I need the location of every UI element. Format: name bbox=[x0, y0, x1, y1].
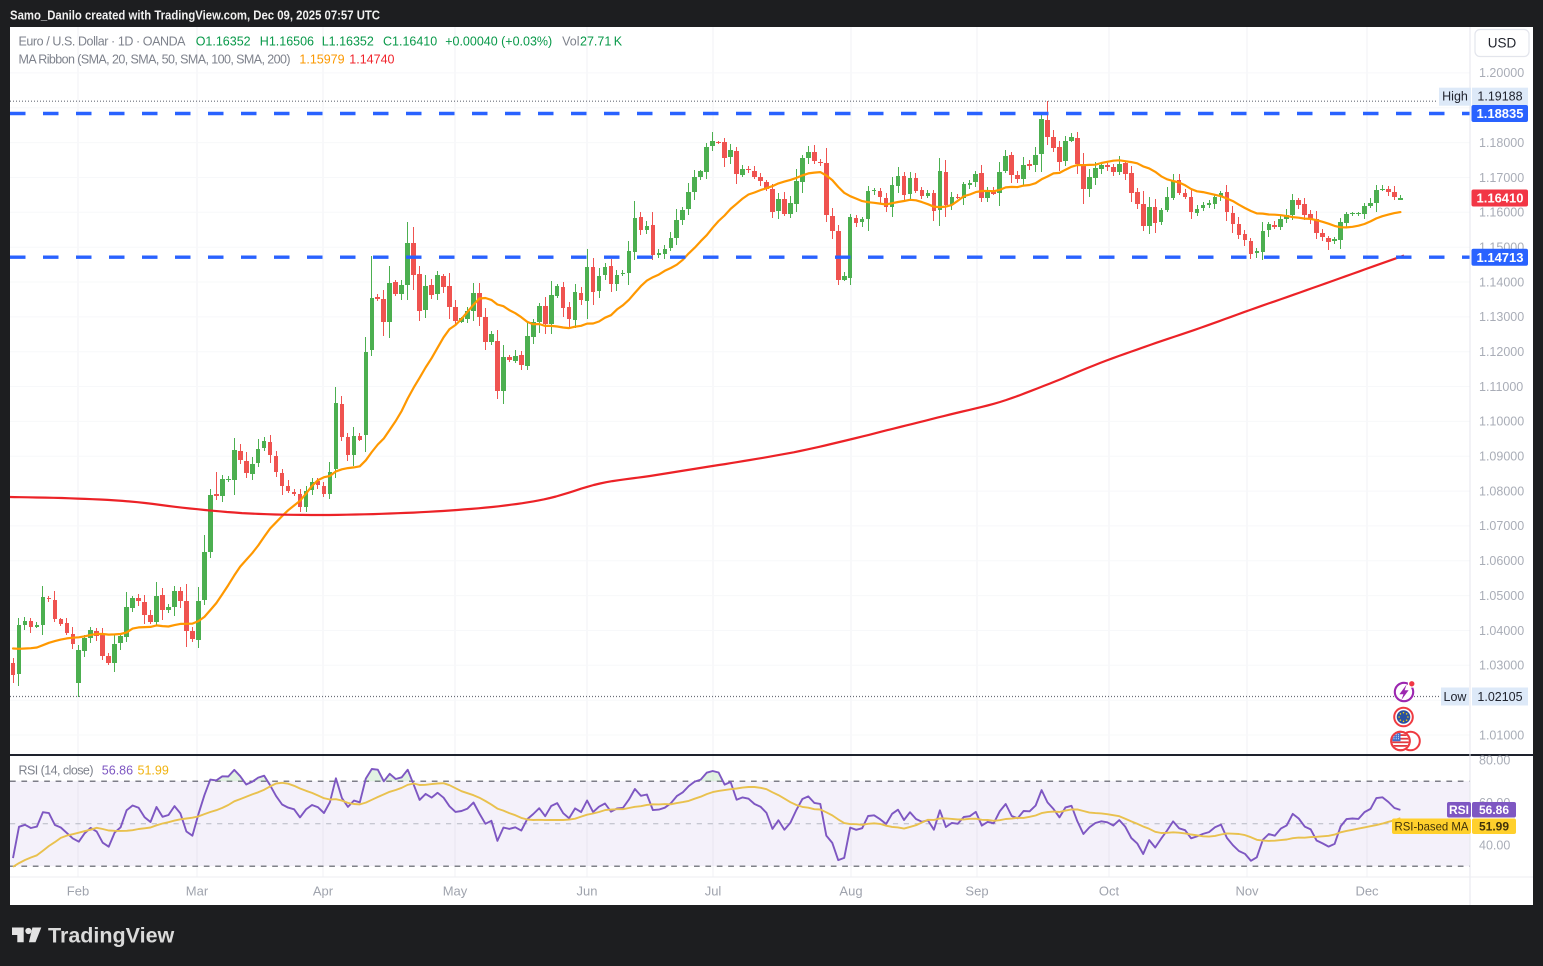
svg-text:1.03000: 1.03000 bbox=[1479, 659, 1524, 673]
svg-text:Dec: Dec bbox=[1355, 884, 1379, 899]
svg-text:Euro / U.S. Dollar · 1D · OAND: Euro / U.S. Dollar · 1D · OANDA bbox=[19, 35, 187, 49]
svg-text:Jun: Jun bbox=[577, 884, 598, 899]
svg-text:USD: USD bbox=[1488, 36, 1517, 51]
svg-text:May: May bbox=[443, 884, 468, 899]
svg-text:1.09000: 1.09000 bbox=[1479, 450, 1524, 464]
svg-text:Aug: Aug bbox=[839, 884, 862, 899]
svg-text:56.86: 56.86 bbox=[1479, 803, 1509, 817]
svg-text:1.07000: 1.07000 bbox=[1479, 519, 1524, 533]
svg-text:Apr: Apr bbox=[313, 884, 334, 899]
svg-text:56.86: 56.86 bbox=[102, 764, 133, 778]
svg-text:1.16000: 1.16000 bbox=[1479, 206, 1524, 220]
svg-text:+0.00040 (+0.03%): +0.00040 (+0.03%) bbox=[445, 35, 552, 49]
svg-text:Samo_Danilo created with Tradi: Samo_Danilo created with TradingView.com… bbox=[10, 8, 381, 23]
svg-text:27.71 K: 27.71 K bbox=[580, 35, 623, 49]
svg-text:1.14000: 1.14000 bbox=[1479, 275, 1524, 289]
svg-text:RSI: RSI bbox=[1449, 803, 1469, 817]
svg-text:1.13000: 1.13000 bbox=[1479, 310, 1524, 324]
svg-text:MA Ribbon (SMA, 20, SMA, 50, S: MA Ribbon (SMA, 20, SMA, 50, SMA, 100, S… bbox=[19, 53, 291, 67]
svg-text:1.16410: 1.16410 bbox=[1477, 191, 1524, 206]
svg-text:1.02105: 1.02105 bbox=[1477, 690, 1522, 704]
svg-text:C1.16410: C1.16410 bbox=[383, 35, 437, 49]
svg-text:H1.16506: H1.16506 bbox=[260, 35, 314, 49]
svg-text:1.19188: 1.19188 bbox=[1477, 90, 1522, 104]
svg-text:1.14740: 1.14740 bbox=[349, 53, 394, 67]
svg-text:51.99: 51.99 bbox=[1479, 820, 1509, 834]
svg-text:1.18000: 1.18000 bbox=[1479, 136, 1524, 150]
svg-text:1.18835: 1.18835 bbox=[1477, 106, 1524, 121]
svg-text:L1.16352: L1.16352 bbox=[322, 35, 374, 49]
svg-text:40.00: 40.00 bbox=[1479, 838, 1510, 852]
svg-text:O1.16352: O1.16352 bbox=[196, 35, 251, 49]
svg-text:Low: Low bbox=[1444, 690, 1468, 704]
svg-text:High: High bbox=[1442, 90, 1468, 104]
svg-text:1.08000: 1.08000 bbox=[1479, 484, 1524, 498]
svg-text:1.15979: 1.15979 bbox=[299, 53, 344, 67]
svg-text:51.99: 51.99 bbox=[138, 764, 169, 778]
svg-text:1.17000: 1.17000 bbox=[1479, 171, 1524, 185]
svg-text:1.11000: 1.11000 bbox=[1479, 380, 1523, 394]
svg-text:TradingView: TradingView bbox=[48, 924, 175, 948]
svg-text:1.10000: 1.10000 bbox=[1479, 415, 1524, 429]
svg-text:1.12000: 1.12000 bbox=[1479, 345, 1524, 359]
svg-text:1.05000: 1.05000 bbox=[1479, 589, 1524, 603]
svg-text:Feb: Feb bbox=[67, 884, 89, 899]
svg-text:Sep: Sep bbox=[965, 884, 988, 899]
svg-text:Jul: Jul bbox=[705, 884, 722, 899]
svg-text:RSI (14, close): RSI (14, close) bbox=[19, 764, 94, 778]
svg-text:80.00: 80.00 bbox=[1479, 753, 1510, 767]
svg-text:Oct: Oct bbox=[1099, 884, 1120, 899]
svg-text:1.14713: 1.14713 bbox=[1477, 250, 1524, 265]
svg-text:RSI-based MA: RSI-based MA bbox=[1395, 820, 1469, 834]
svg-text:1.04000: 1.04000 bbox=[1479, 624, 1524, 638]
svg-text:Vol: Vol bbox=[562, 35, 579, 49]
svg-text:Nov: Nov bbox=[1235, 884, 1259, 899]
svg-text:Mar: Mar bbox=[186, 884, 209, 899]
svg-text:1.06000: 1.06000 bbox=[1479, 554, 1524, 568]
svg-text:1.01000: 1.01000 bbox=[1479, 728, 1524, 742]
svg-text:1.20000: 1.20000 bbox=[1479, 66, 1524, 80]
